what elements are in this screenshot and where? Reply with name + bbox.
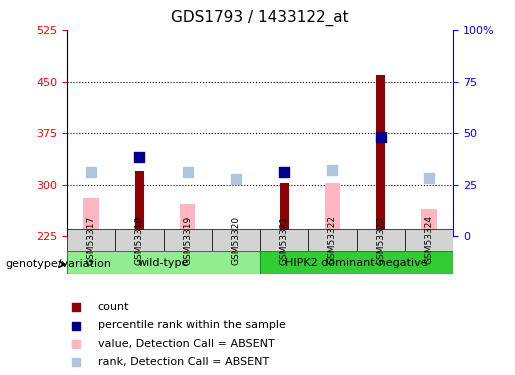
- Text: count: count: [98, 302, 129, 312]
- Text: GSM53322: GSM53322: [328, 216, 337, 264]
- Point: [232, 176, 240, 182]
- Text: GSM53318: GSM53318: [135, 215, 144, 265]
- Bar: [212, 229, 260, 251]
- Text: genotype/variation: genotype/variation: [5, 260, 111, 269]
- Point: [135, 154, 144, 160]
- Bar: [67, 251, 260, 274]
- Text: percentile rank within the sample: percentile rank within the sample: [98, 321, 285, 330]
- Text: GSM53317: GSM53317: [87, 215, 96, 265]
- Bar: [280, 183, 288, 236]
- Text: GSM53323: GSM53323: [376, 215, 385, 265]
- Bar: [376, 75, 385, 236]
- Text: GSM53319: GSM53319: [183, 215, 192, 265]
- Text: GSM53324: GSM53324: [424, 216, 434, 264]
- Point: [329, 166, 337, 172]
- Text: HIPK2 dominant-negative: HIPK2 dominant-negative: [285, 258, 428, 267]
- Point: [87, 170, 95, 176]
- Point: [362, 46, 370, 52]
- Bar: [135, 171, 144, 236]
- Text: rank, Detection Call = ABSENT: rank, Detection Call = ABSENT: [98, 357, 269, 367]
- Text: GSM53320: GSM53320: [231, 215, 241, 265]
- Point: [425, 175, 433, 181]
- Bar: [260, 251, 453, 274]
- Point: [183, 170, 192, 176]
- Text: value, Detection Call = ABSENT: value, Detection Call = ABSENT: [98, 339, 274, 349]
- Bar: [180, 204, 196, 236]
- Bar: [308, 229, 356, 251]
- Bar: [67, 229, 115, 251]
- Bar: [260, 229, 308, 251]
- Bar: [228, 234, 244, 236]
- Bar: [163, 229, 212, 251]
- Point: [362, 211, 370, 217]
- Bar: [405, 229, 453, 251]
- Point: [280, 170, 288, 176]
- Bar: [115, 229, 163, 251]
- Text: wild-type: wild-type: [138, 258, 189, 267]
- Text: GSM53321: GSM53321: [280, 215, 289, 265]
- Bar: [324, 183, 340, 236]
- Bar: [356, 229, 405, 251]
- Bar: [421, 209, 437, 236]
- Title: GDS1793 / 1433122_at: GDS1793 / 1433122_at: [171, 10, 349, 26]
- Point: [376, 134, 385, 140]
- Bar: [83, 198, 99, 236]
